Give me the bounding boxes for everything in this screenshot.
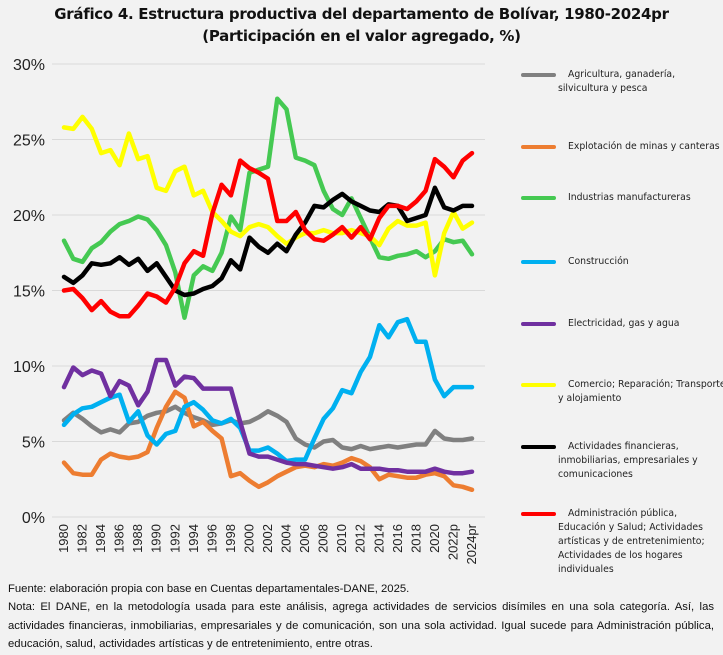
methodology-note: Nota: El DANE, en la metodología usada p… xyxy=(8,601,714,650)
x-tick-label: 1990 xyxy=(149,524,164,553)
legend-label: Electricidad, gas y agua xyxy=(568,318,680,329)
legend-label: Comercio; Reparación; Transporte y aloja… xyxy=(558,379,723,404)
legend-swatch xyxy=(521,383,556,387)
x-tick-label: 1984 xyxy=(93,524,108,553)
x-tick-label: 2006 xyxy=(297,524,312,553)
series-line-4 xyxy=(61,316,475,464)
x-tick-label: 1998 xyxy=(223,524,238,553)
y-tick-label: 20% xyxy=(13,208,45,225)
series-line-8 xyxy=(61,150,475,319)
x-tick-label: 2008 xyxy=(316,524,331,553)
x-tick-label: 2004 xyxy=(279,524,294,553)
x-tick-label: 1994 xyxy=(186,524,201,553)
chart-title-line1: Gráfico 4. Estructura productiva del dep… xyxy=(54,5,669,23)
x-tick-label: 2012 xyxy=(353,524,368,553)
legend-label: Administración pública, Educación y Salu… xyxy=(558,508,705,575)
x-tick-label: 1988 xyxy=(130,524,145,553)
legend-swatch xyxy=(521,512,556,516)
x-tick-label: 2016 xyxy=(390,524,405,553)
legend-label: Explotación de minas y canteras xyxy=(568,141,720,152)
gridlines xyxy=(52,63,485,518)
x-tick-label: 1982 xyxy=(75,524,90,553)
legend-label: Construcción xyxy=(568,256,629,267)
legend-label: Agricultura, ganadería, silvicultura y p… xyxy=(558,69,676,94)
x-tick-label: 2024pr xyxy=(464,523,479,564)
x-tick-label: 2002 xyxy=(260,524,275,553)
legend-swatch xyxy=(521,322,556,326)
y-tick-label: 5% xyxy=(22,435,45,452)
footer: Fuente: elaboración propia con base en C… xyxy=(8,580,714,653)
series-line-2 xyxy=(61,389,475,493)
legend-swatch xyxy=(521,73,556,77)
x-tick-label: 2010 xyxy=(334,524,349,553)
y-tick-label: 30% xyxy=(13,57,45,74)
series-line-6 xyxy=(61,114,475,278)
x-tick-label: 2014 xyxy=(371,524,386,553)
x-tick-label: 2022p xyxy=(445,524,460,560)
series-line-3 xyxy=(61,96,475,320)
x-tick-label: 2000 xyxy=(241,524,256,553)
x-axis: 1980 1982 1984 1986 1988 1990 1992 1994 1996 1998… xyxy=(56,523,479,564)
x-tick-label: 2018 xyxy=(408,524,423,553)
series-line-7 xyxy=(61,185,475,298)
chart-title: Gráfico 4. Estructura productiva del dep… xyxy=(0,3,723,47)
legend-swatch xyxy=(521,196,556,200)
x-tick-label: 1980 xyxy=(56,524,71,553)
legend-label: Actividades financieras, inmobiliarias, … xyxy=(558,441,698,480)
series-line-1 xyxy=(61,404,475,452)
x-tick-label: 1986 xyxy=(112,524,127,553)
y-tick-label: 0% xyxy=(22,510,45,527)
chart-title-line2: (Participación en el valor agregado, %) xyxy=(202,27,521,45)
y-tick-label: 15% xyxy=(13,284,45,301)
legend-label: Industrias manufactureras xyxy=(568,192,691,203)
x-tick-label: 1992 xyxy=(167,524,182,553)
x-tick-label: 1996 xyxy=(204,524,219,553)
y-tick-label: 25% xyxy=(13,133,45,150)
series-lines xyxy=(61,96,475,493)
y-tick-label: 10% xyxy=(13,359,45,376)
legend-swatch xyxy=(521,260,556,264)
series-line-5 xyxy=(61,357,475,476)
y-axis: 0% 5% 10% 15% 20% 25% 30% xyxy=(13,57,45,527)
legend-swatch xyxy=(521,445,556,449)
legend-swatch xyxy=(521,145,556,149)
source-note: Fuente: elaboración propia con base en C… xyxy=(8,583,410,595)
x-tick-label: 2020 xyxy=(427,524,442,553)
